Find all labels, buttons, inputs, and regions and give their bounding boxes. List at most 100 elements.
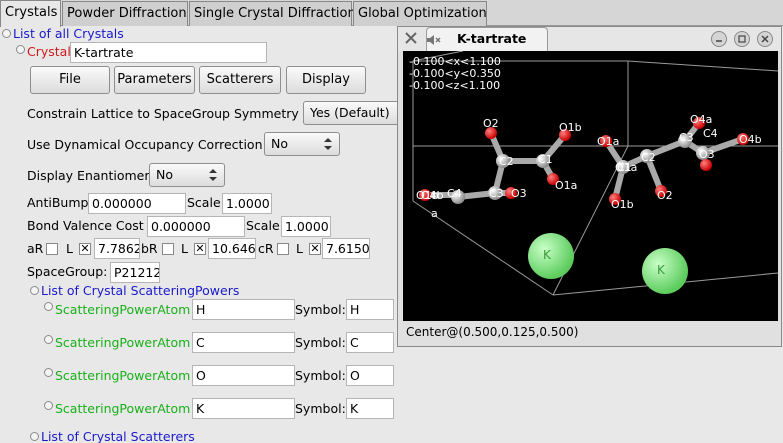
scattering-power-type[interactable]: ScatteringPowerAtom [55, 368, 191, 383]
symbol-label: Symbol: [295, 401, 346, 416]
scattering-power-name-field[interactable]: O [192, 365, 295, 386]
scattering-power-symbol-field[interactable]: C [346, 332, 394, 353]
bond-valence-field[interactable]: 0.000000 [147, 216, 245, 237]
svg-text:O1a: O1a [597, 135, 619, 148]
lattice-c-limit-checkbox[interactable]: ✕ [309, 242, 321, 255]
scattering-power-type[interactable]: ScatteringPowerAtom [55, 335, 191, 350]
antibump-field[interactable]: 0.000000 [88, 193, 186, 214]
carbon-atoms [451, 134, 710, 204]
lattice-b-limit-label: L [181, 241, 188, 256]
viewer-status-bar: Center@(0.500,0.125,0.500) [406, 325, 579, 339]
tab-single-crystal-diffraction[interactable]: Single Crystal Diffraction [189, 1, 356, 26]
spacegroup-field[interactable]: P21212 [110, 262, 160, 283]
lattice-b-limit-checkbox[interactable]: ✕ [194, 242, 206, 255]
scattering-power-node-icon[interactable] [44, 368, 53, 377]
crystal-structure-render: O2 O1b O1a C2 C1 O1a C3 O3 O4b C4 O1b O2… [409, 51, 778, 296]
constrain-lattice-select[interactable]: Yes (Default) [303, 101, 400, 125]
crystal-3d-canvas[interactable]: O2 O1b O1a C2 C1 O1a C3 O3 O4b C4 O1b O2… [403, 51, 778, 321]
tab-powder-diffraction[interactable]: Powder Diffraction [62, 1, 188, 26]
svg-text:O3: O3 [511, 187, 527, 200]
svg-text:O1a: O1a [615, 161, 637, 174]
parameters-button[interactable]: Parameters [114, 66, 195, 94]
display-enantiomer-label: Display Enantiomer [27, 168, 150, 183]
scattering-power-node-icon[interactable] [44, 335, 53, 344]
scatterers-node-icon[interactable] [30, 432, 39, 441]
lattice-b-refine-checkbox[interactable] [162, 243, 174, 255]
scattering-power-type[interactable]: ScatteringPowerAtom [55, 401, 191, 416]
symbol-label: Symbol: [295, 335, 346, 350]
lattice-a-field[interactable]: 7.7862 [94, 238, 140, 259]
scattering-power-symbol-field[interactable]: H [346, 299, 394, 320]
dynamical-occupancy-label: Use Dynamical Occupancy Correction [27, 137, 263, 152]
bond-valence-scale-field[interactable]: 1.0000 [281, 216, 331, 237]
scattering-power-name-field[interactable]: C [192, 332, 295, 353]
potassium-atom [642, 248, 688, 294]
list-all-crystals-link[interactable]: List of all Crystals [13, 26, 124, 41]
viewer-title-bar[interactable]: K-tartrate [398, 27, 781, 51]
scattering-powers-list-link[interactable]: List of Crystal ScatteringPowers [41, 283, 240, 298]
minimize-icon [716, 40, 722, 42]
potassium-atom [528, 233, 574, 279]
scattering-powers-node-icon[interactable] [30, 286, 39, 295]
tab-global-optimization[interactable]: Global Optimization [353, 1, 487, 26]
svg-text:O2: O2 [657, 189, 673, 202]
antibump-scale-field[interactable]: 1.0000 [222, 193, 272, 214]
lattice-a-limit-checkbox[interactable]: ✕ [79, 242, 91, 255]
svg-text:O4a: O4a [690, 113, 712, 126]
dynamical-occupancy-select[interactable]: No [264, 132, 340, 156]
crystal-node-icon[interactable] [16, 45, 25, 54]
svg-text:-0.100<x<1.100: -0.100<x<1.100 [409, 55, 501, 68]
svg-text:O1b: O1b [559, 121, 582, 134]
scattering-power-node-icon[interactable] [44, 302, 53, 311]
spacegroup-label: SpaceGroup: [27, 264, 108, 279]
speaker-mute-icon [427, 35, 441, 45]
lattice-c-refine-checkbox[interactable] [277, 243, 289, 255]
minimize-button[interactable] [711, 31, 727, 47]
scattering-power-type[interactable]: ScatteringPowerAtom [55, 302, 191, 317]
svg-text:C2: C2 [499, 155, 514, 168]
svg-text:-0.100<y<0.350: -0.100<y<0.350 [409, 67, 501, 80]
scattering-power-symbol-field[interactable]: O [346, 365, 394, 386]
svg-text:C3: C3 [489, 187, 504, 200]
lattice-c-limit-label: L [296, 241, 303, 256]
spin-arrows-icon [324, 138, 332, 150]
display-button[interactable]: Display [286, 66, 366, 94]
svg-text:O3: O3 [699, 148, 715, 161]
scattering-power-name-field[interactable]: K [192, 398, 295, 419]
lattice-a-refine-checkbox[interactable] [46, 243, 58, 255]
svg-text:O4b: O4b [421, 189, 444, 202]
viewer-window-tab[interactable]: K-tartrate [426, 27, 548, 51]
constrain-lattice-value: Yes (Default) [310, 105, 390, 120]
svg-text:C4: C4 [447, 187, 462, 200]
crystal-name-field[interactable]: K-tartrate [70, 42, 267, 63]
svg-text:C1: C1 [617, 161, 632, 174]
lattice-c-field[interactable]: 7.6150 [322, 238, 370, 259]
close-button[interactable] [757, 31, 773, 47]
crystal-label[interactable]: Crystal [27, 44, 71, 59]
svg-text:O4b: O4b [739, 133, 762, 146]
spin-arrows-icon [209, 169, 217, 181]
close-icon [761, 35, 769, 43]
scatterers-button[interactable]: Scatterers [199, 66, 281, 94]
svg-text:K: K [543, 248, 552, 262]
display-enantiomer-select[interactable]: No [149, 163, 225, 187]
file-button[interactable]: File [30, 66, 110, 94]
close-x-icon[interactable] [404, 31, 418, 45]
lattice-b-refine-label: bR [141, 241, 158, 256]
svg-text:a: a [431, 207, 438, 220]
svg-text:O1a: O1a [555, 179, 577, 192]
lattice-b-field[interactable]: 10.646 [208, 238, 256, 259]
tab-crystals[interactable]: Crystals [0, 0, 61, 27]
viewer-title: K-tartrate [457, 31, 527, 46]
scattering-power-name-field[interactable]: H [192, 299, 295, 320]
scatterers-list-link[interactable]: List of Crystal Scatterers [41, 429, 195, 443]
svg-text:C1: C1 [538, 153, 553, 166]
maximize-button[interactable] [734, 31, 750, 47]
bond-valence-label: Bond Valence Cost [27, 218, 144, 233]
dynamical-occupancy-value: No [271, 136, 288, 151]
svg-text:K: K [657, 263, 666, 277]
scattering-power-symbol-field[interactable]: K [346, 398, 394, 419]
tree-node-icon[interactable] [2, 29, 11, 38]
scattering-power-node-icon[interactable] [44, 401, 53, 410]
svg-text:C2: C2 [641, 151, 656, 164]
